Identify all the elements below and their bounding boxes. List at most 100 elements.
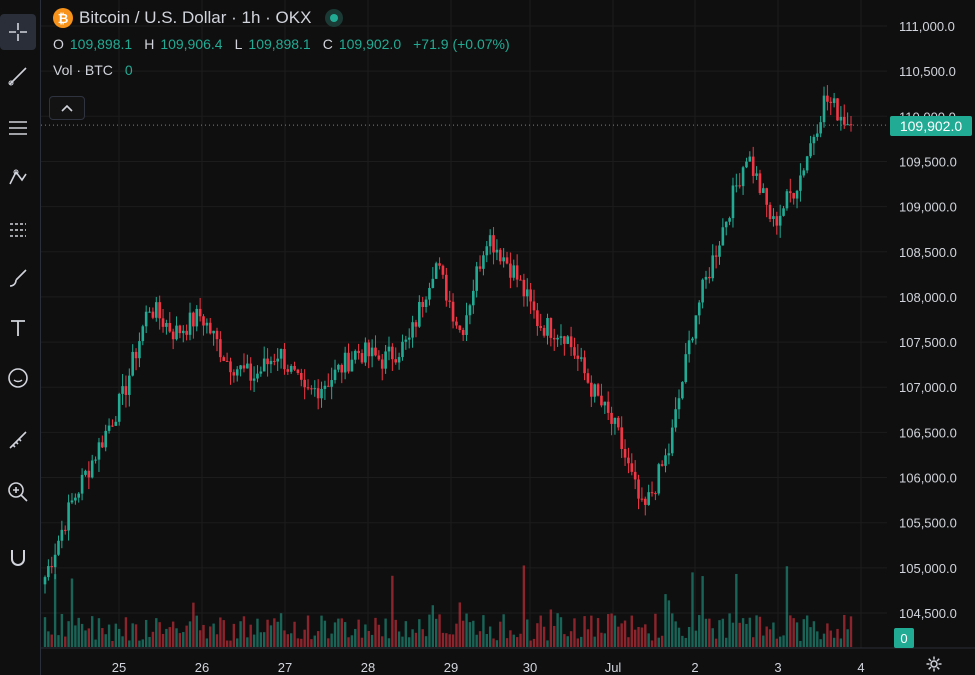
volume-bar — [354, 628, 357, 647]
candle-body — [259, 371, 263, 374]
volume-bar — [748, 617, 752, 647]
volume-bar — [219, 617, 222, 647]
candle-body — [711, 255, 715, 279]
volume-bar — [485, 634, 488, 647]
emoji-icon[interactable] — [0, 360, 36, 396]
candle-body — [77, 493, 81, 498]
candle-body — [610, 412, 613, 424]
pattern-icon[interactable] — [0, 160, 36, 196]
volume-bar — [445, 633, 448, 647]
candle-body — [151, 311, 155, 318]
volume-bar — [306, 615, 310, 647]
candle-body — [380, 359, 384, 369]
candle-body — [805, 156, 809, 171]
candle-body — [448, 300, 451, 302]
candle-body — [249, 363, 253, 381]
candle-body — [498, 249, 502, 262]
candle-body — [428, 287, 431, 300]
chart-area[interactable]: 111,000.0110,500.0110,000.0109,500.0109,… — [41, 0, 975, 675]
candle-body — [340, 364, 344, 373]
volume-bar — [421, 629, 424, 647]
candle-body — [576, 355, 580, 359]
candle-body — [684, 354, 688, 383]
candle-body — [559, 336, 563, 338]
candle-body — [721, 227, 725, 246]
y-tick-label: 109,500.0 — [899, 154, 957, 169]
brush-icon[interactable] — [0, 260, 36, 296]
volume-bar — [283, 630, 286, 647]
gear-icon[interactable] — [925, 655, 943, 673]
volume-bar — [185, 625, 188, 647]
candle-body — [256, 373, 259, 379]
candle-body — [728, 218, 731, 222]
candle-body — [131, 351, 134, 376]
volume-bar — [755, 615, 758, 647]
volume-bar — [441, 632, 445, 647]
candle-body — [225, 360, 229, 362]
candle-body — [330, 380, 333, 387]
volume-bar — [772, 622, 775, 647]
volume-bar — [337, 618, 340, 647]
x-tick-label: 2 — [691, 660, 698, 675]
volume-bar — [613, 615, 617, 647]
candle-body — [569, 336, 573, 348]
volume-bar — [316, 631, 320, 647]
volume-bar — [242, 616, 246, 647]
volume-bar — [171, 621, 175, 647]
volume-bar — [47, 631, 50, 647]
volume-bar — [117, 628, 121, 647]
volume-bar — [488, 626, 492, 647]
volume-bar — [812, 621, 816, 647]
volume-bar — [259, 632, 263, 647]
candle-body — [192, 312, 195, 327]
volume-bar — [97, 618, 101, 647]
volume-bar — [91, 616, 94, 647]
volume-bar — [276, 621, 279, 647]
volume-bar — [215, 634, 219, 647]
volume-bar — [404, 621, 408, 647]
market-status-icon[interactable] — [325, 9, 344, 27]
candle-body — [337, 364, 340, 370]
crosshair-icon[interactable] — [0, 14, 36, 50]
volume-bar — [795, 622, 799, 647]
candle-body — [512, 265, 516, 278]
volume-bar — [758, 616, 762, 647]
candle-body — [694, 315, 698, 339]
candle-body — [424, 299, 428, 308]
candle-body — [397, 357, 401, 363]
volume-bar — [596, 618, 600, 647]
candle-body — [775, 216, 779, 226]
candle-body — [246, 363, 249, 369]
price-chart[interactable]: 111,000.0110,500.0110,000.0109,500.0109,… — [41, 0, 975, 675]
forecast-icon[interactable] — [0, 210, 36, 246]
volume-bar — [431, 605, 435, 647]
candle-body — [812, 136, 816, 144]
fib-icon[interactable] — [0, 110, 36, 146]
symbol-title[interactable]: Bitcoin / U.S. Dollar · 1h · OKX — [79, 8, 312, 27]
volume-bar — [671, 613, 674, 647]
candle-body — [650, 492, 654, 494]
zoom-in-icon[interactable] — [0, 474, 36, 510]
volume-bar — [789, 615, 792, 647]
volume-bar — [303, 629, 306, 647]
text-icon[interactable] — [0, 310, 36, 346]
candle-body — [47, 566, 50, 578]
candle-body — [829, 101, 833, 103]
candle-body — [80, 474, 84, 494]
trendline-icon[interactable] — [0, 58, 36, 94]
collapse-legend-button[interactable] — [49, 96, 85, 120]
candle-body — [603, 401, 607, 406]
candle-body — [401, 341, 404, 358]
y-tick-label: 108,000.0 — [899, 290, 957, 305]
volume-bar — [438, 614, 441, 647]
ruler-icon[interactable] — [0, 422, 36, 458]
volume-bar — [458, 602, 462, 647]
price-change: +71.9 (+0.07%) — [413, 36, 510, 52]
volume-bar — [229, 640, 232, 647]
volume-bar — [134, 624, 138, 647]
volume-bar — [451, 634, 455, 647]
volume-bar — [809, 627, 812, 647]
magnet-icon[interactable] — [0, 540, 36, 576]
candle-body — [714, 255, 718, 257]
volume-bar — [681, 635, 684, 647]
